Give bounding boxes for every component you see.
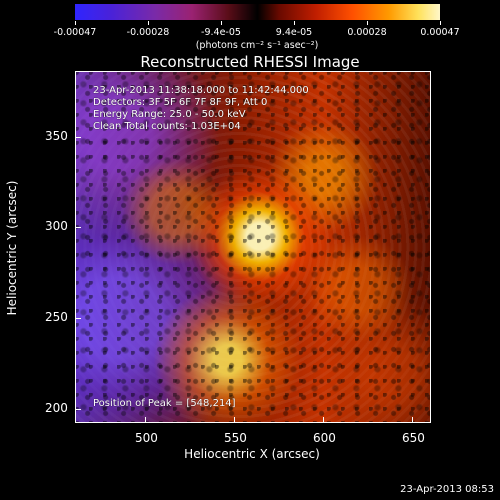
colorbar-tick-label: 9.4e-05 xyxy=(275,27,313,38)
rhessi-image-plot xyxy=(75,71,430,423)
image-texture xyxy=(75,71,430,423)
y-axis-tick-label: 300 xyxy=(45,219,68,233)
colorbar-tick-label: 0.00047 xyxy=(420,27,460,38)
y-axis-tick-label: 250 xyxy=(45,310,68,324)
colorbar-tick-label: -0.00047 xyxy=(53,27,97,38)
colorbar-units: (photons cm⁻² s⁻¹ asec⁻²) xyxy=(195,40,319,51)
x-axis-tick-label: 600 xyxy=(313,431,336,445)
y-axis-tick xyxy=(75,318,81,319)
y-axis-title: Heliocentric Y (arcsec) xyxy=(5,180,19,316)
colorbar-gradient xyxy=(75,4,440,20)
colorbar-tick-label: -0.00028 xyxy=(126,27,170,38)
colorbar-tick xyxy=(75,21,76,25)
plot-title: Reconstructed RHESSI Image xyxy=(140,53,360,71)
plot-bottom-axis xyxy=(75,422,430,423)
plot-info-line: Clean Total counts: 1.03E+04 xyxy=(93,121,241,132)
y-axis-tick xyxy=(75,137,81,138)
plot-right-axis xyxy=(430,71,431,423)
x-axis-tick xyxy=(412,417,413,423)
peak-position-text: Position of Peak = [548,214] xyxy=(93,398,236,409)
colorbar-tick xyxy=(440,21,441,25)
colorbar-strip xyxy=(75,4,440,20)
x-axis-tick xyxy=(323,417,324,423)
timestamp: 23-Apr-2013 08:53 xyxy=(400,484,494,495)
plot-info-line: Energy Range: 25.0 - 50.0 keV xyxy=(93,109,246,120)
plot-info-text: 23-Apr-2013 11:38:18.000 to 11:42:44.000… xyxy=(93,85,309,133)
plot-top-axis xyxy=(75,71,430,72)
colorbar-tick xyxy=(367,21,368,25)
x-axis-tick-label: 500 xyxy=(135,431,158,445)
x-axis-title: Heliocentric X (arcsec) xyxy=(184,447,320,461)
y-axis-tick-label: 350 xyxy=(45,129,68,143)
x-axis-tick-label: 550 xyxy=(224,431,247,445)
colorbar-tick xyxy=(221,21,222,25)
plot-info-line: 23-Apr-2013 11:38:18.000 to 11:42:44.000 xyxy=(93,85,309,96)
y-axis-tick-label: 200 xyxy=(45,401,68,415)
y-axis-tick xyxy=(75,409,81,410)
colorbar-tick xyxy=(294,21,295,25)
plot-left-axis xyxy=(75,71,76,423)
colorbar-tick-label: -9.4e-05 xyxy=(201,27,241,38)
y-axis-tick xyxy=(75,227,81,228)
x-axis-tick-label: 650 xyxy=(402,431,425,445)
colorbar-tick-label: 0.00028 xyxy=(347,27,387,38)
plot-info-line: Detectors: 3F 5F 6F 7F 8F 9F, Att 0 xyxy=(93,97,268,108)
reconstructed-image xyxy=(75,71,430,423)
x-axis-tick xyxy=(234,417,235,423)
x-axis-tick xyxy=(145,417,146,423)
colorbar-tick xyxy=(148,21,149,25)
